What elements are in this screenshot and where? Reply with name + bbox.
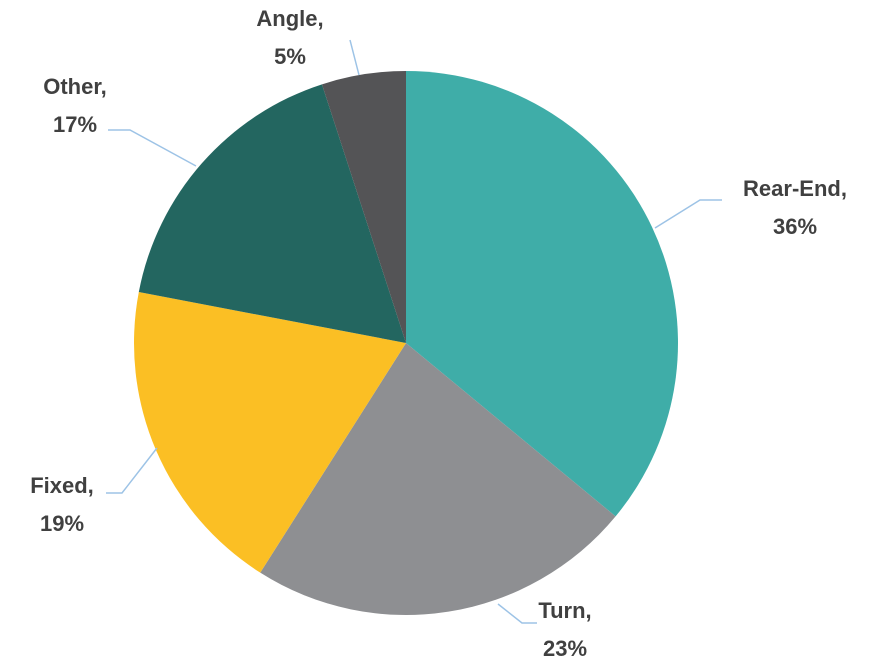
leader-line: [108, 129, 197, 167]
slice-value-label: 17%: [53, 112, 97, 137]
slice-category-label: Other,: [43, 74, 107, 99]
leader-line: [497, 603, 537, 624]
pie-slice: [260, 343, 616, 615]
slice-category-label: Angle,: [256, 6, 323, 31]
leader-line: [349, 39, 360, 76]
pie-slice: [406, 71, 678, 517]
leader-line: [106, 447, 158, 494]
slice-value-label: 23%: [543, 636, 587, 661]
slice-category-label: Turn,: [538, 598, 591, 623]
pie-slice: [321, 71, 406, 343]
slice-value-label: 36%: [773, 214, 817, 239]
slice-category-label: Rear-End,: [743, 176, 847, 201]
leader-line: [654, 199, 722, 229]
slice-category-label: Fixed,: [30, 473, 94, 498]
slice-value-label: 19%: [40, 511, 84, 536]
pie-slice: [134, 292, 407, 573]
slice-value-label: 5%: [274, 44, 306, 69]
pie-slice: [138, 84, 406, 344]
